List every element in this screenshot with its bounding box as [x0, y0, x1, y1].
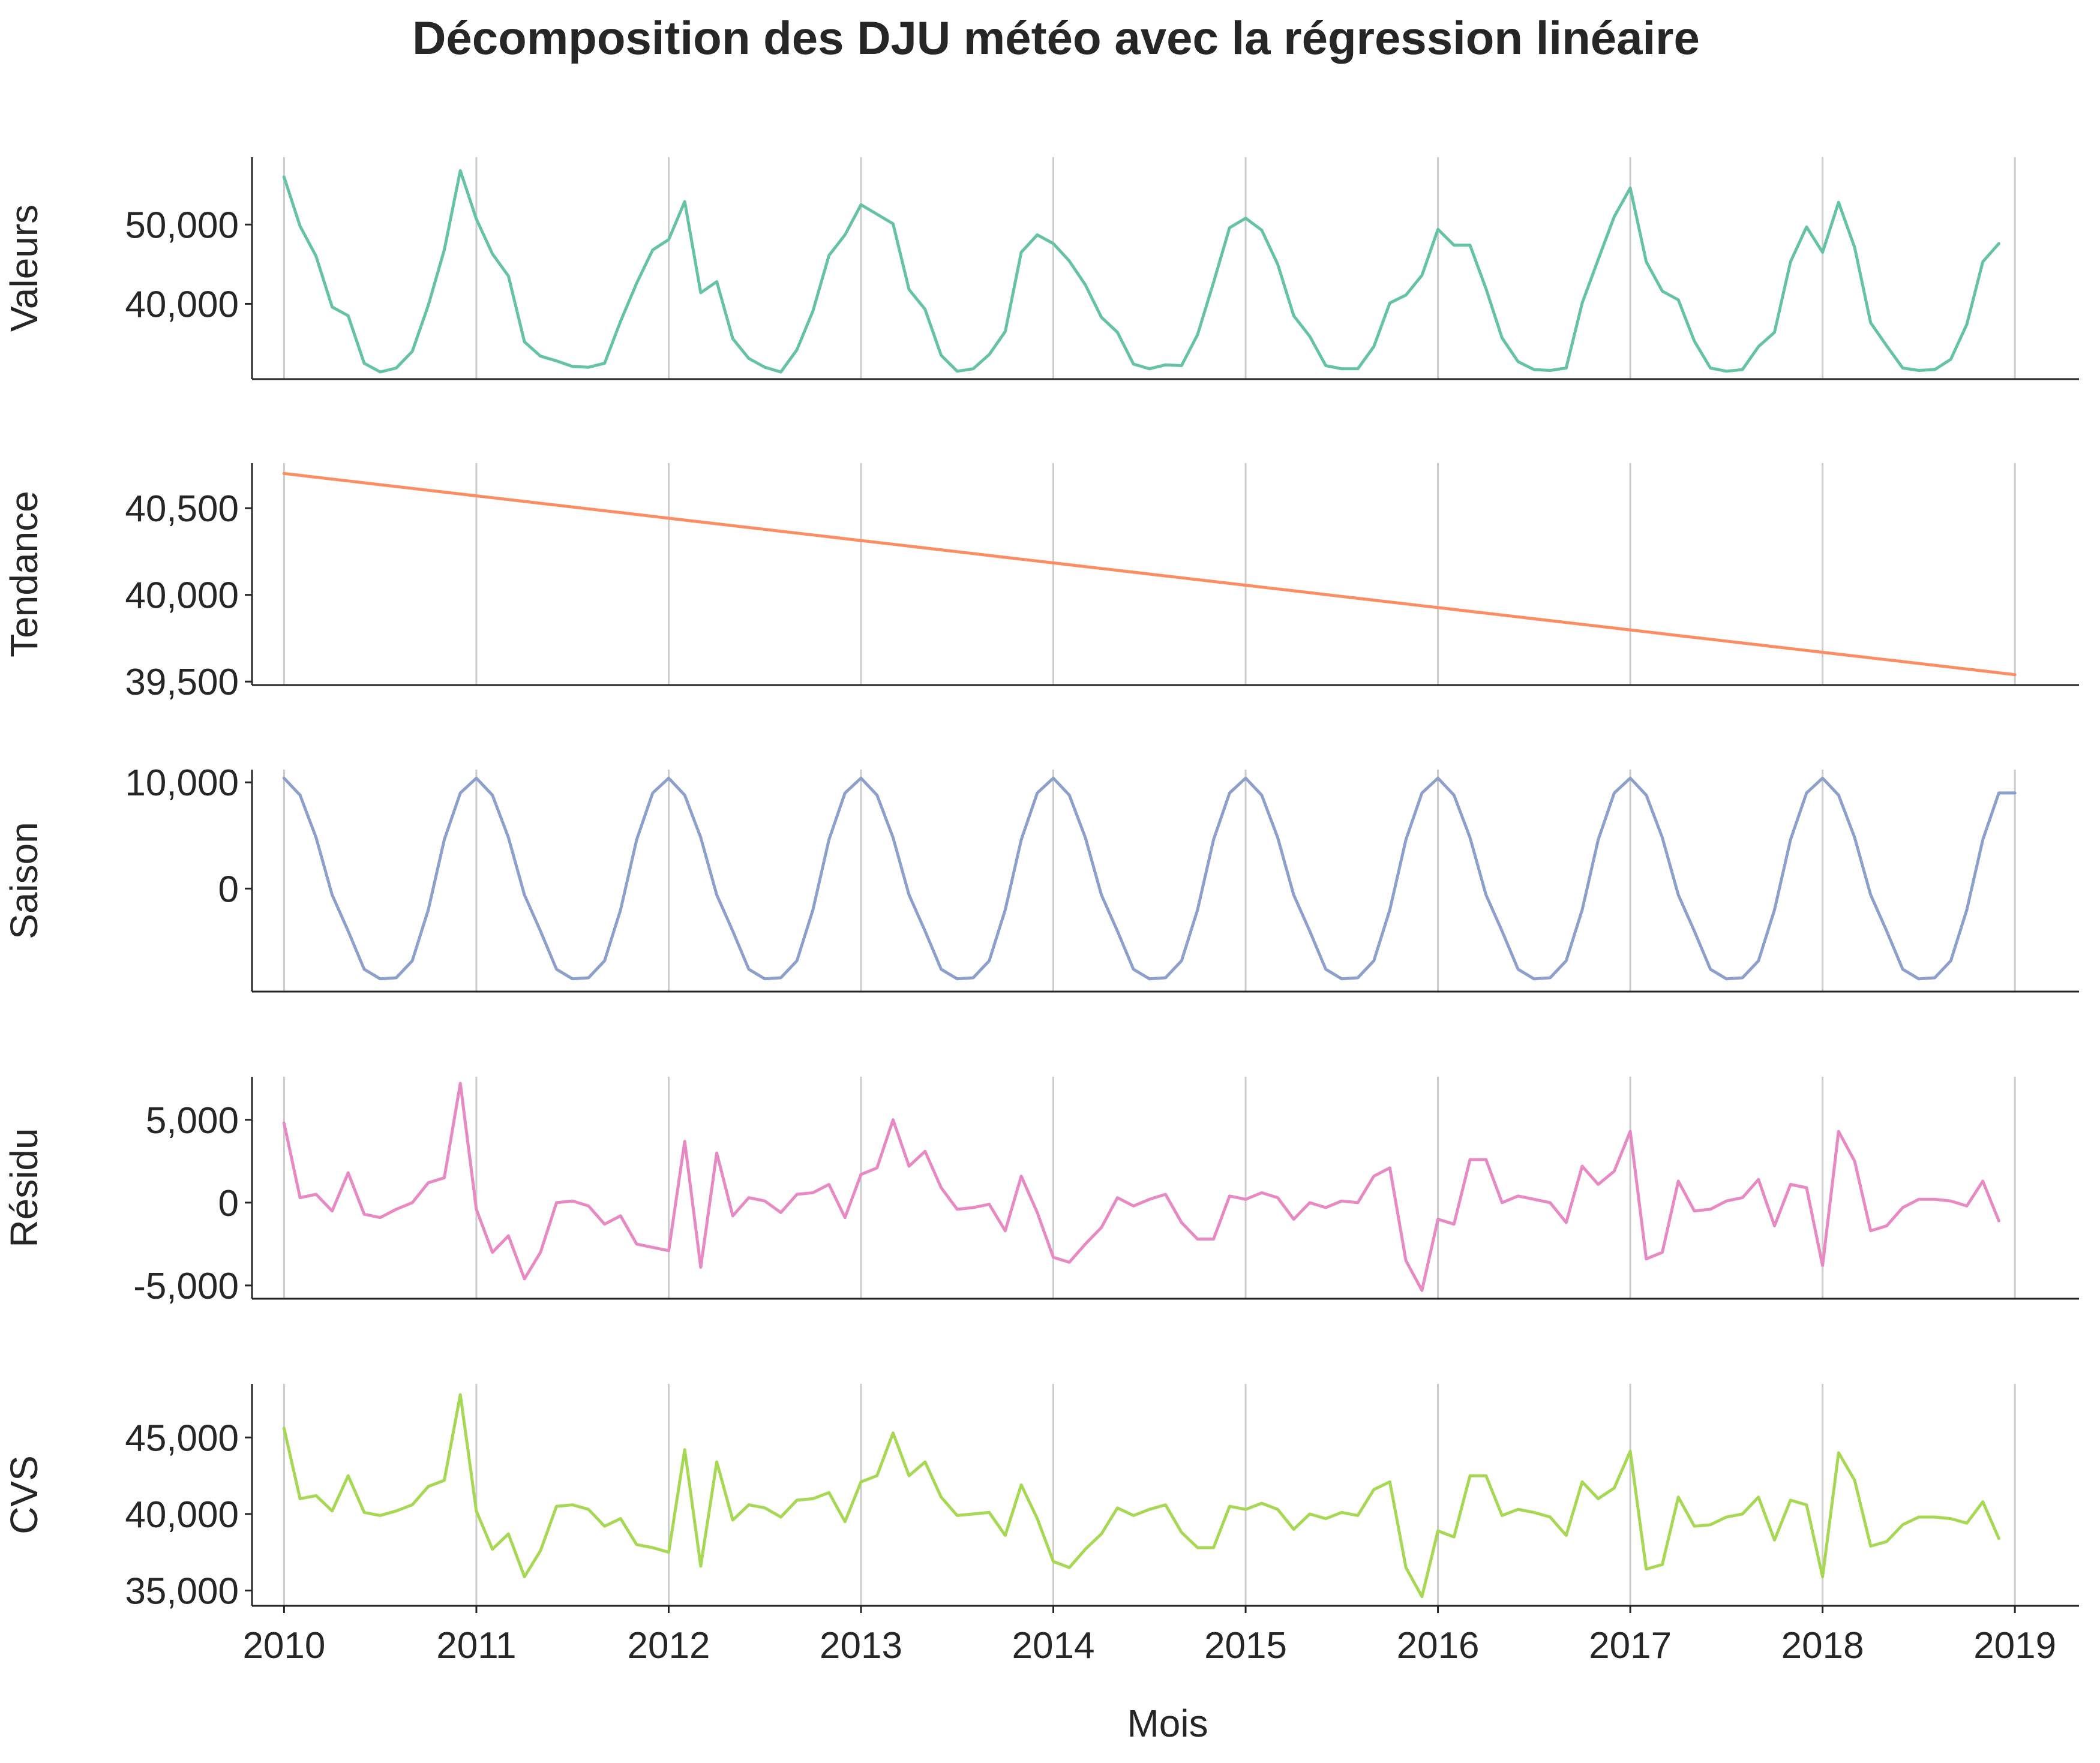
panel-valeurs: 40,000 50,000 Valeurs — [2, 157, 2079, 380]
series-line — [282, 1082, 2000, 1292]
y-tick-label: 35,000 — [125, 1570, 239, 1612]
x-tick-label: 2018 — [1781, 1625, 1864, 1666]
panels: 40,000 50,000 Valeurs 39,500 40,000 40,500 Ten… — [2, 157, 2079, 1612]
y-tick-label: 50,000 — [125, 205, 239, 246]
y-tick-label: 40,000 — [125, 284, 239, 325]
y-tick-label: 40,000 — [125, 1494, 239, 1536]
y-axis-label: CVS — [2, 1455, 46, 1534]
y-axis-label: Tendance — [2, 491, 46, 657]
y-axis-label: Résidu — [2, 1128, 46, 1247]
x-tick-label: 2012 — [628, 1625, 710, 1666]
series-line — [282, 471, 2017, 677]
figure-title: Décomposition des DJU météo avec la régr… — [412, 11, 1700, 64]
y-tick-label: 40,000 — [125, 575, 239, 617]
series-line — [282, 169, 2000, 374]
panel-tendance: 39,500 40,000 40,500 Tendance — [2, 463, 2079, 703]
y-tick-label: 39,500 — [125, 662, 239, 703]
x-axis: 2010 2011 2012 2013 2014 2015 2016 2017 2018 2019 — [242, 1606, 2056, 1666]
x-axis-label: Mois — [1127, 1702, 1208, 1745]
y-tick-label: -5,000 — [133, 1266, 239, 1307]
series-line — [282, 1393, 2000, 1599]
panel-cvs: 35,000 40,000 45,000 CVS — [2, 1384, 2079, 1612]
y-tick-label: 0 — [218, 1183, 239, 1224]
y-tick-label: 0 — [218, 869, 239, 910]
panel-residu: -5,000 0 5,000 Résidu — [2, 1077, 2079, 1307]
x-tick-label: 2014 — [1012, 1625, 1095, 1666]
x-tick-label: 2015 — [1204, 1625, 1287, 1666]
x-tick-label: 2019 — [1973, 1625, 2056, 1666]
x-tick-label: 2010 — [242, 1625, 325, 1666]
y-tick-label: 40,500 — [125, 488, 239, 530]
y-axis-label: Valeurs — [2, 205, 46, 332]
x-tick-label: 2013 — [820, 1625, 902, 1666]
x-tick-label: 2011 — [436, 1625, 516, 1666]
series-line — [282, 776, 2017, 981]
panel-saison: 0 10,000 Saison — [2, 762, 2079, 993]
y-axis-label: Saison — [2, 822, 46, 939]
y-tick-label: 5,000 — [146, 1100, 239, 1142]
y-tick-label: 45,000 — [125, 1417, 239, 1459]
x-tick-label: 2016 — [1397, 1625, 1480, 1666]
y-tick-label: 10,000 — [125, 762, 239, 804]
x-tick-label: 2017 — [1589, 1625, 1672, 1666]
